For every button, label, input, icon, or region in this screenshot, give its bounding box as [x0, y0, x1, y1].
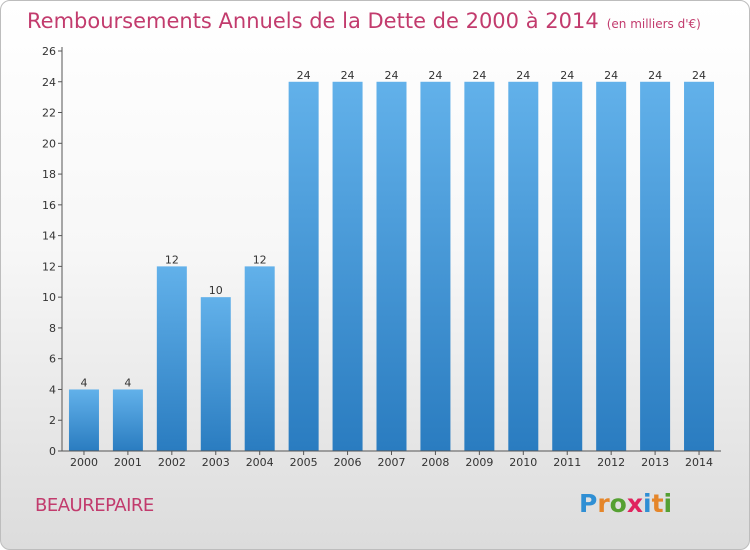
bar-value-label: 12	[253, 253, 267, 266]
y-tick-label: 16	[42, 199, 56, 212]
bar-value-label: 24	[385, 69, 399, 82]
bar	[420, 81, 451, 452]
logo-letter: x	[626, 489, 643, 518]
x-tick-label: 2002	[158, 456, 186, 469]
logo-letter: o	[609, 489, 627, 518]
y-tick-label: 0	[49, 445, 56, 458]
bar	[464, 81, 495, 452]
bar-value-label: 24	[692, 69, 706, 82]
x-tick-label: 2008	[421, 456, 449, 469]
x-tick-label: 2005	[290, 456, 318, 469]
bar-value-label: 24	[341, 69, 355, 82]
bar	[376, 81, 407, 452]
x-tick-label: 2010	[509, 456, 537, 469]
logo-letter: i	[643, 489, 652, 518]
bar	[640, 81, 671, 452]
bar-value-label: 4	[124, 376, 131, 389]
y-tick-label: 4	[49, 383, 56, 396]
y-tick-label: 8	[49, 322, 56, 335]
y-tick-label: 22	[42, 107, 56, 120]
x-tick-label: 2000	[70, 456, 98, 469]
bar-value-label: 24	[472, 69, 486, 82]
bar	[244, 266, 275, 451]
bar	[288, 81, 319, 452]
bar	[684, 81, 715, 452]
x-tick-label: 2011	[553, 456, 581, 469]
chart-title-text: Remboursements Annuels de la Dette de 20…	[27, 9, 599, 33]
town-name: BEAUREPAIRE	[35, 495, 154, 516]
x-axis: 2000 2001 2002 2003 2004 2005 2006 2007 2008 2009…	[62, 450, 721, 469]
bar-value-label: 24	[516, 69, 530, 82]
x-tick-label: 2006	[334, 456, 362, 469]
bar-value-label: 12	[165, 253, 179, 266]
unit-note: (en milliers d'€)	[606, 17, 701, 31]
y-tick-label: 12	[42, 260, 56, 273]
y-tick-label: 18	[42, 168, 56, 181]
x-tick-label: 2001	[114, 456, 142, 469]
bar-value-label: 24	[297, 69, 311, 82]
bar	[332, 81, 363, 452]
y-tick-label: 26	[42, 45, 56, 58]
y-tick-label: 14	[42, 230, 56, 243]
bar	[552, 81, 583, 452]
x-tick-label: 2009	[465, 456, 493, 469]
bars: 4 4 12 10 12 24 24 24 24 24 24 24 24 24 24	[68, 69, 715, 452]
x-tick-label: 2012	[597, 456, 625, 469]
bar	[200, 297, 231, 451]
bar-value-label: 24	[648, 69, 662, 82]
x-tick-label: 2014	[685, 456, 713, 469]
x-tick-label: 2004	[246, 456, 274, 469]
logo-letter: r	[597, 489, 610, 518]
bar	[508, 81, 539, 452]
logo-letter: i	[663, 489, 673, 518]
logo-letter: t	[651, 489, 664, 518]
bar	[596, 81, 627, 452]
y-tick-label: 2	[49, 414, 56, 427]
bar-value-label: 10	[209, 284, 223, 297]
bar-value-label: 24	[428, 69, 442, 82]
y-tick-label: 10	[42, 291, 56, 304]
x-tick-label: 2007	[378, 456, 406, 469]
y-tick-label: 24	[42, 76, 56, 89]
x-tick-label: 2013	[641, 456, 669, 469]
bar-value-label: 4	[80, 376, 87, 389]
bar	[156, 266, 187, 451]
bar-value-label: 24	[604, 69, 618, 82]
bar-value-label: 24	[560, 69, 574, 82]
bar	[112, 389, 143, 451]
x-tick-label: 2003	[202, 456, 230, 469]
logo-letter: P	[579, 489, 598, 518]
chart-title: Remboursements Annuels de la Dette de 20…	[27, 9, 701, 33]
bar	[68, 389, 99, 451]
y-tick-label: 6	[49, 353, 56, 366]
y-tick-label: 20	[42, 137, 56, 150]
